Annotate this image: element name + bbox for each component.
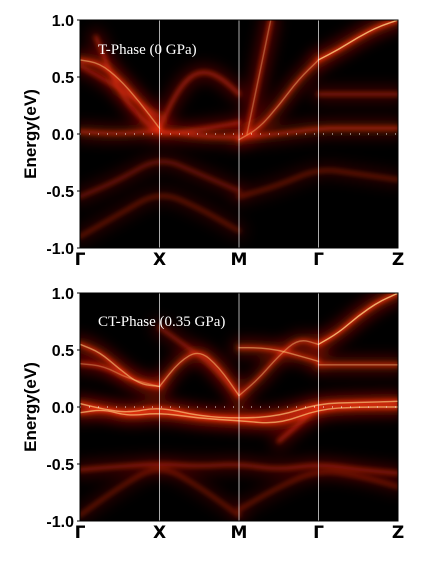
y-tick-label: 0.5 (52, 70, 74, 87)
top-y-axis-title: Energy(eV) (21, 89, 40, 179)
band-core-5 (317, 20, 398, 61)
y-tick-label: 0.0 (52, 400, 74, 417)
band-core-4 (246, 20, 272, 135)
band-core-3 (238, 59, 320, 141)
band-4 (245, 20, 273, 136)
band-core-0 (80, 343, 161, 388)
band-core-4 (238, 340, 320, 397)
band-core-9 (80, 406, 398, 424)
band-1 (80, 361, 162, 389)
y-tick-label: 0.0 (52, 127, 74, 144)
band-core-layer (80, 20, 398, 141)
kpoint-label: Z (392, 523, 404, 543)
band-layer (80, 20, 398, 248)
y-tick-label: -0.5 (46, 457, 74, 474)
band-11 (80, 63, 162, 119)
y-tick-label: 1.0 (52, 286, 74, 303)
y-tick-label: -1.0 (46, 514, 74, 531)
bottom-y-axis-title: Energy(eV) (21, 362, 40, 452)
band-0 (80, 57, 162, 131)
top-panel: 1.00.50.0-0.5-1.0Γ X M Γ Z (46, 13, 404, 270)
bottom-panel-label: CT-Phase (0.35 GPa) (98, 314, 225, 330)
band-core-6 (317, 293, 398, 345)
band-core-1 (80, 363, 161, 388)
kpoint-label: Z (392, 250, 404, 270)
y-tick-label: 0.5 (52, 343, 74, 360)
kpoint-label: M (231, 523, 248, 543)
band-1 (157, 70, 242, 131)
kpoint-label: Γ (313, 250, 324, 270)
y-tick-label: 1.0 (52, 13, 74, 30)
kpoint-label: X (153, 523, 166, 543)
kpoint-label: Γ (75, 523, 86, 543)
bottom-panel: 1.00.50.0-0.5-1.0Γ X M Γ Z (46, 286, 404, 543)
y-tick-label: -0.5 (46, 184, 74, 201)
band-core-layer (80, 293, 398, 424)
band-core-0 (80, 59, 161, 129)
band-10 (276, 405, 321, 444)
band-3 (157, 325, 241, 398)
band-core-2 (158, 352, 240, 397)
y-tick-label: -1.0 (46, 241, 74, 258)
band-4 (237, 338, 321, 398)
band-5 (237, 345, 321, 364)
top-panel-label: T-Phase (0 GPa) (98, 42, 197, 58)
band-core-8 (80, 400, 398, 419)
kpoint-label: Γ (75, 250, 86, 270)
kpoint-label: X (153, 250, 166, 270)
band-core-5 (238, 346, 320, 363)
kpoint-label: Γ (313, 523, 324, 543)
kpoint-label: M (231, 250, 248, 270)
band-layer (80, 293, 398, 521)
